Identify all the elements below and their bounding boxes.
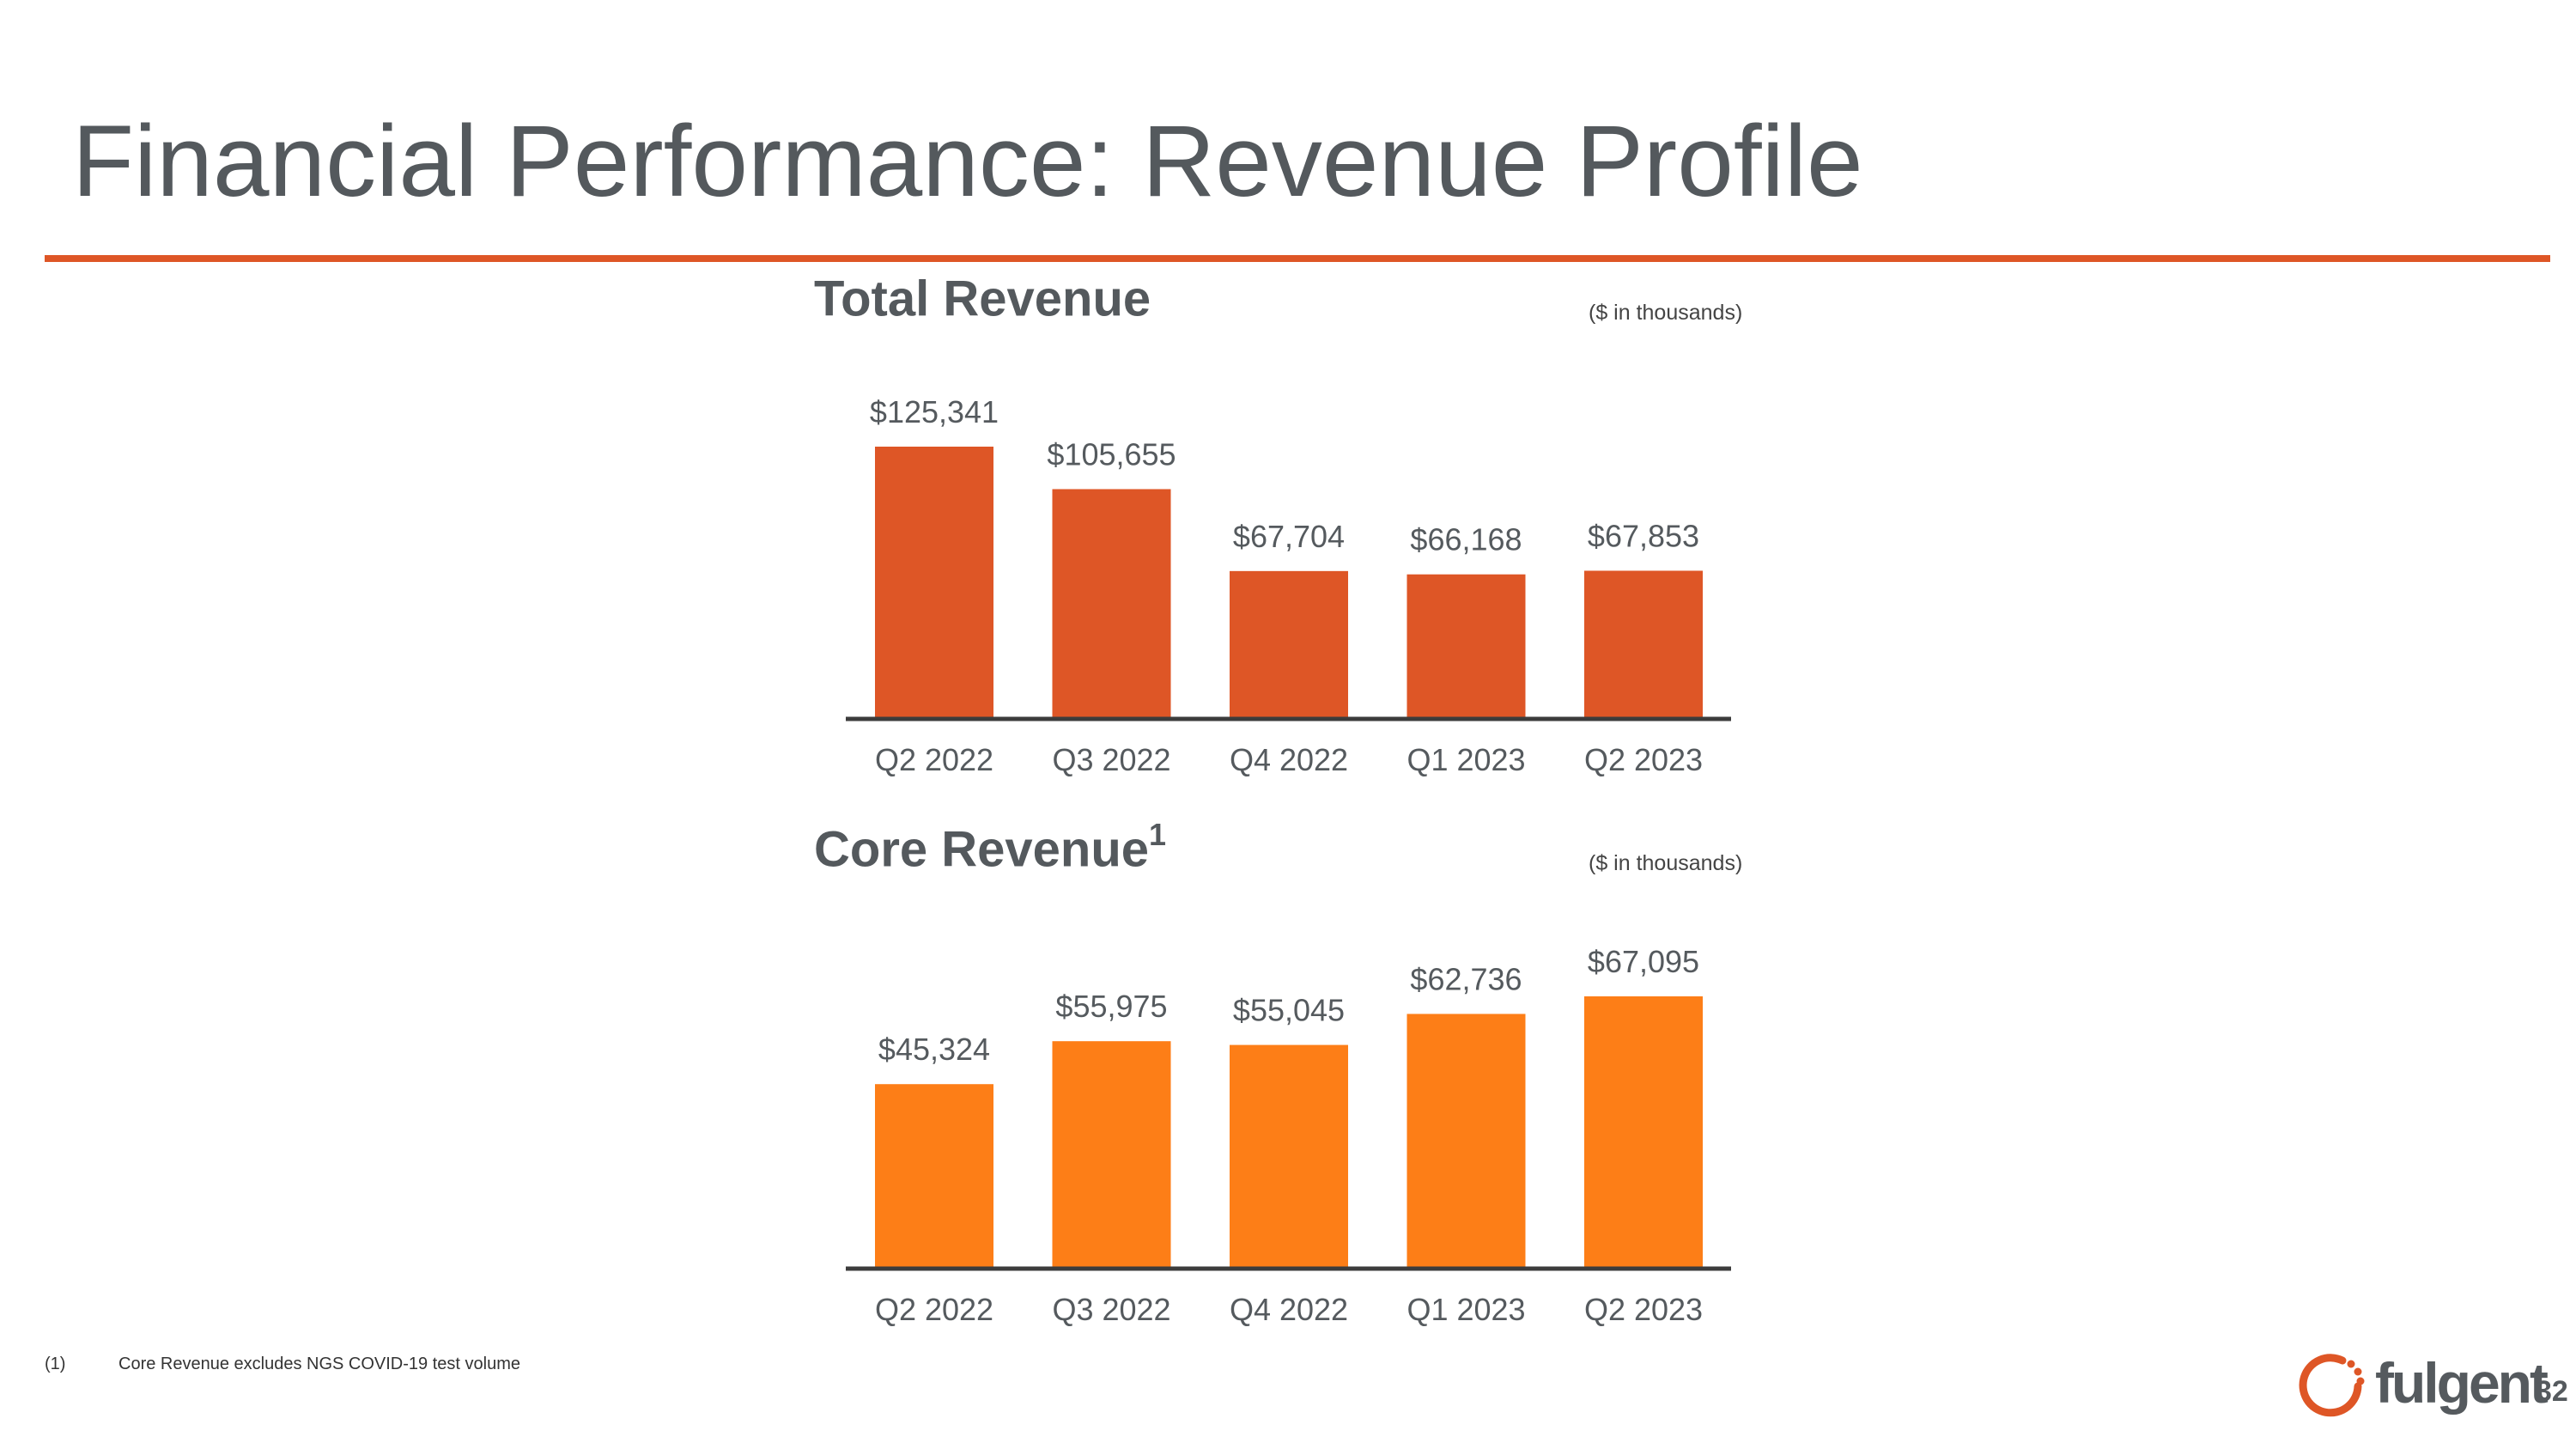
total-revenue-value-label-5: $67,853 <box>1588 518 1699 553</box>
core-revenue-category-label-5: Q2 2023 <box>1584 1292 1703 1327</box>
total-revenue-category-label-5: Q2 2023 <box>1584 742 1703 777</box>
total-revenue-category-label-2: Q3 2022 <box>1052 742 1170 777</box>
core-revenue-chart: $45,324 Q2 2022 $55,975 Q3 2022 $55,045 Q4 20… <box>846 944 1731 1327</box>
core-revenue-units-note: ($ in thousands) <box>1589 851 1743 875</box>
core-revenue-chart-title: Core Revenue1 <box>814 817 1167 878</box>
total-revenue-chart: $125,341 Q2 2022 $105,655 Q3 2022 $67,704 Q4 … <box>846 394 1731 777</box>
total-revenue-bar-2 <box>1052 489 1171 717</box>
core-revenue-bar-2 <box>1052 1041 1171 1267</box>
fulgent-logo: fulgent <box>2293 1349 2549 1426</box>
title-divider <box>45 255 2550 262</box>
total-revenue-units-note: ($ in thousands) <box>1589 301 1743 325</box>
core-revenue-bar-3 <box>1230 1044 1348 1267</box>
core-revenue-category-label-3: Q4 2022 <box>1230 1292 1348 1327</box>
total-revenue-title-text: Total Revenue <box>814 271 1151 327</box>
core-revenue-title-superscript: 1 <box>1149 817 1167 852</box>
core-revenue-value-label-1: $45,324 <box>878 1032 990 1067</box>
core-revenue-value-label-5: $67,095 <box>1588 944 1699 979</box>
core-revenue-value-label-4: $62,736 <box>1410 961 1522 996</box>
total-revenue-value-label-4: $66,168 <box>1410 522 1522 557</box>
core-revenue-title-text: Core Revenue <box>814 821 1150 878</box>
core-revenue-category-label-1: Q2 2022 <box>875 1292 993 1327</box>
core-revenue-bar-4 <box>1406 1014 1526 1267</box>
page-title: Financial Performance: Revenue Profile <box>72 105 1863 218</box>
fulgent-ring-icon <box>2299 1354 2365 1417</box>
footnote-text: Core Revenue excludes NGS COVID-19 test … <box>118 1355 520 1373</box>
core-revenue-value-label-3: $55,045 <box>1233 993 1345 1028</box>
total-revenue-category-label-4: Q1 2023 <box>1406 742 1525 777</box>
core-revenue-value-label-2: $55,975 <box>1055 989 1167 1024</box>
total-revenue-category-label-3: Q4 2022 <box>1230 742 1348 777</box>
logo-wordmark: fulgent <box>2375 1351 2549 1415</box>
total-revenue-value-label-2: $105,655 <box>1047 436 1176 472</box>
total-revenue-value-label-3: $67,704 <box>1233 519 1345 554</box>
page-number: 32 <box>2536 1375 2568 1408</box>
core-revenue-bar-1 <box>875 1084 993 1267</box>
total-revenue-value-label-1: $125,341 <box>870 394 999 429</box>
total-revenue-chart-title: Total Revenue <box>814 270 1151 327</box>
total-revenue-bar-1 <box>875 447 993 717</box>
total-revenue-bar-5 <box>1584 570 1703 717</box>
core-revenue-bar-5 <box>1584 996 1703 1267</box>
footnote-marker: (1) <box>45 1355 66 1373</box>
total-revenue-category-label-1: Q2 2022 <box>875 742 993 777</box>
total-revenue-bar-4 <box>1406 574 1526 717</box>
total-revenue-bar-3 <box>1230 570 1348 717</box>
core-revenue-category-label-4: Q1 2023 <box>1406 1292 1525 1327</box>
core-revenue-category-label-2: Q3 2022 <box>1052 1292 1170 1327</box>
